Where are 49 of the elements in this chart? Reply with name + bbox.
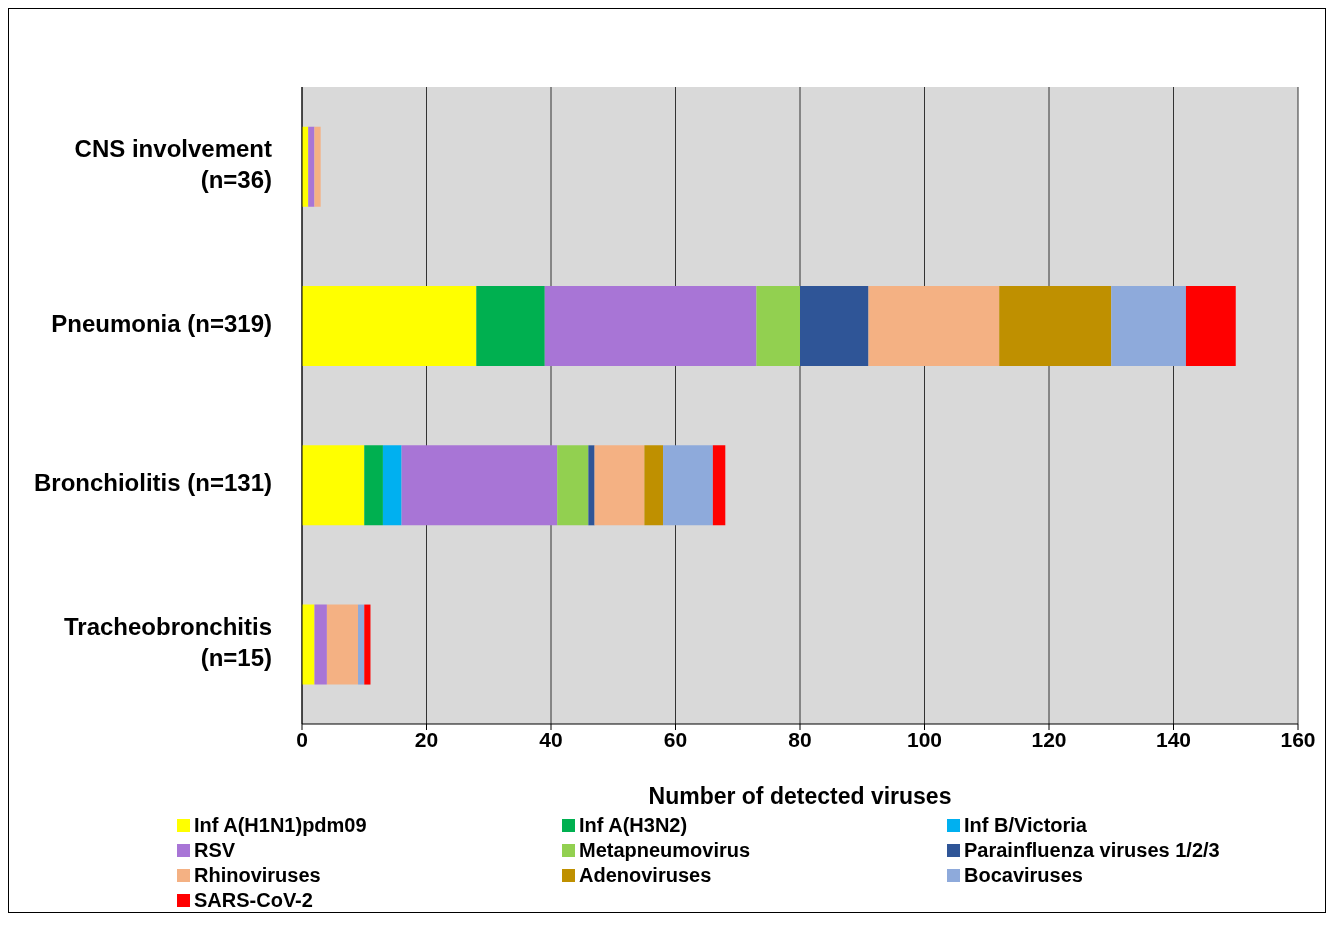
bar (358, 604, 365, 685)
x-tick-label: 100 (906, 727, 943, 751)
legend-label: Inf A(H3N2) (579, 814, 688, 837)
bar (401, 445, 558, 526)
y-tick-label: Tracheobronchitis (n=15) (63, 613, 272, 672)
legend-label: Metapneumovirus (579, 839, 751, 862)
bar (1111, 286, 1186, 367)
y-tick-label: CNS involvement (n=36) (74, 135, 272, 194)
bar (544, 286, 757, 367)
bar (382, 445, 402, 526)
y-tick-label: Pneumonia (n=319) (51, 310, 272, 338)
bar (302, 445, 365, 526)
bar (364, 604, 371, 685)
bar (557, 445, 589, 526)
bar (712, 445, 726, 526)
legend-label: SARS-CoV-2 (194, 889, 313, 912)
y-tick-label: Bronchiolitis (n=131) (33, 469, 272, 497)
bar (476, 286, 545, 367)
x-tick-label: 40 (539, 727, 563, 751)
bar (326, 604, 359, 685)
x-tick-label: 20 (414, 727, 439, 751)
bar (868, 286, 1000, 367)
bar (364, 445, 383, 526)
x-tick-label: 0 (296, 727, 308, 751)
legend-label: Adenoviruses (579, 864, 712, 887)
x-tick-label: 60 (663, 727, 688, 751)
legend-label: Rhinoviruses (194, 864, 321, 887)
x-tick-label: 80 (788, 727, 812, 751)
x-tick-label: 140 (1155, 727, 1192, 751)
bar (756, 286, 800, 367)
legend-label: Inf A(H1N1)pdm09 (194, 814, 367, 837)
bar (314, 604, 327, 685)
x-tick-label: 120 (1031, 727, 1067, 751)
bar (302, 286, 477, 367)
legend-label: Inf B/Victoria (964, 814, 1087, 837)
bar (800, 286, 869, 367)
bar (594, 445, 645, 526)
legend-label: RSV (194, 839, 236, 862)
bar (308, 126, 315, 207)
x-tick-label: 160 (1280, 727, 1316, 751)
bar (999, 286, 1112, 367)
bar (588, 445, 595, 526)
bar (314, 126, 321, 207)
legend-label: Parainfluenza viruses 1/2/3 (964, 839, 1220, 862)
bar (663, 445, 713, 526)
bar (1185, 286, 1236, 367)
legend-label: Bocaviruses (964, 864, 1083, 887)
bar (644, 445, 664, 526)
x-axis-title: Number of detected viruses (648, 783, 952, 809)
